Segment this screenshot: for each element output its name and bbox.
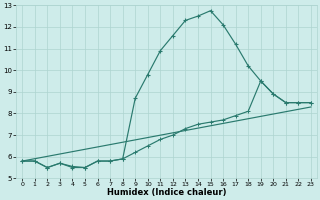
X-axis label: Humidex (Indice chaleur): Humidex (Indice chaleur)	[107, 188, 226, 197]
